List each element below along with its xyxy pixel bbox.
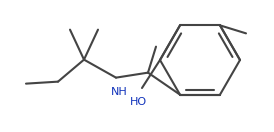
Text: NH: NH xyxy=(111,87,127,97)
Text: HO: HO xyxy=(129,97,147,107)
